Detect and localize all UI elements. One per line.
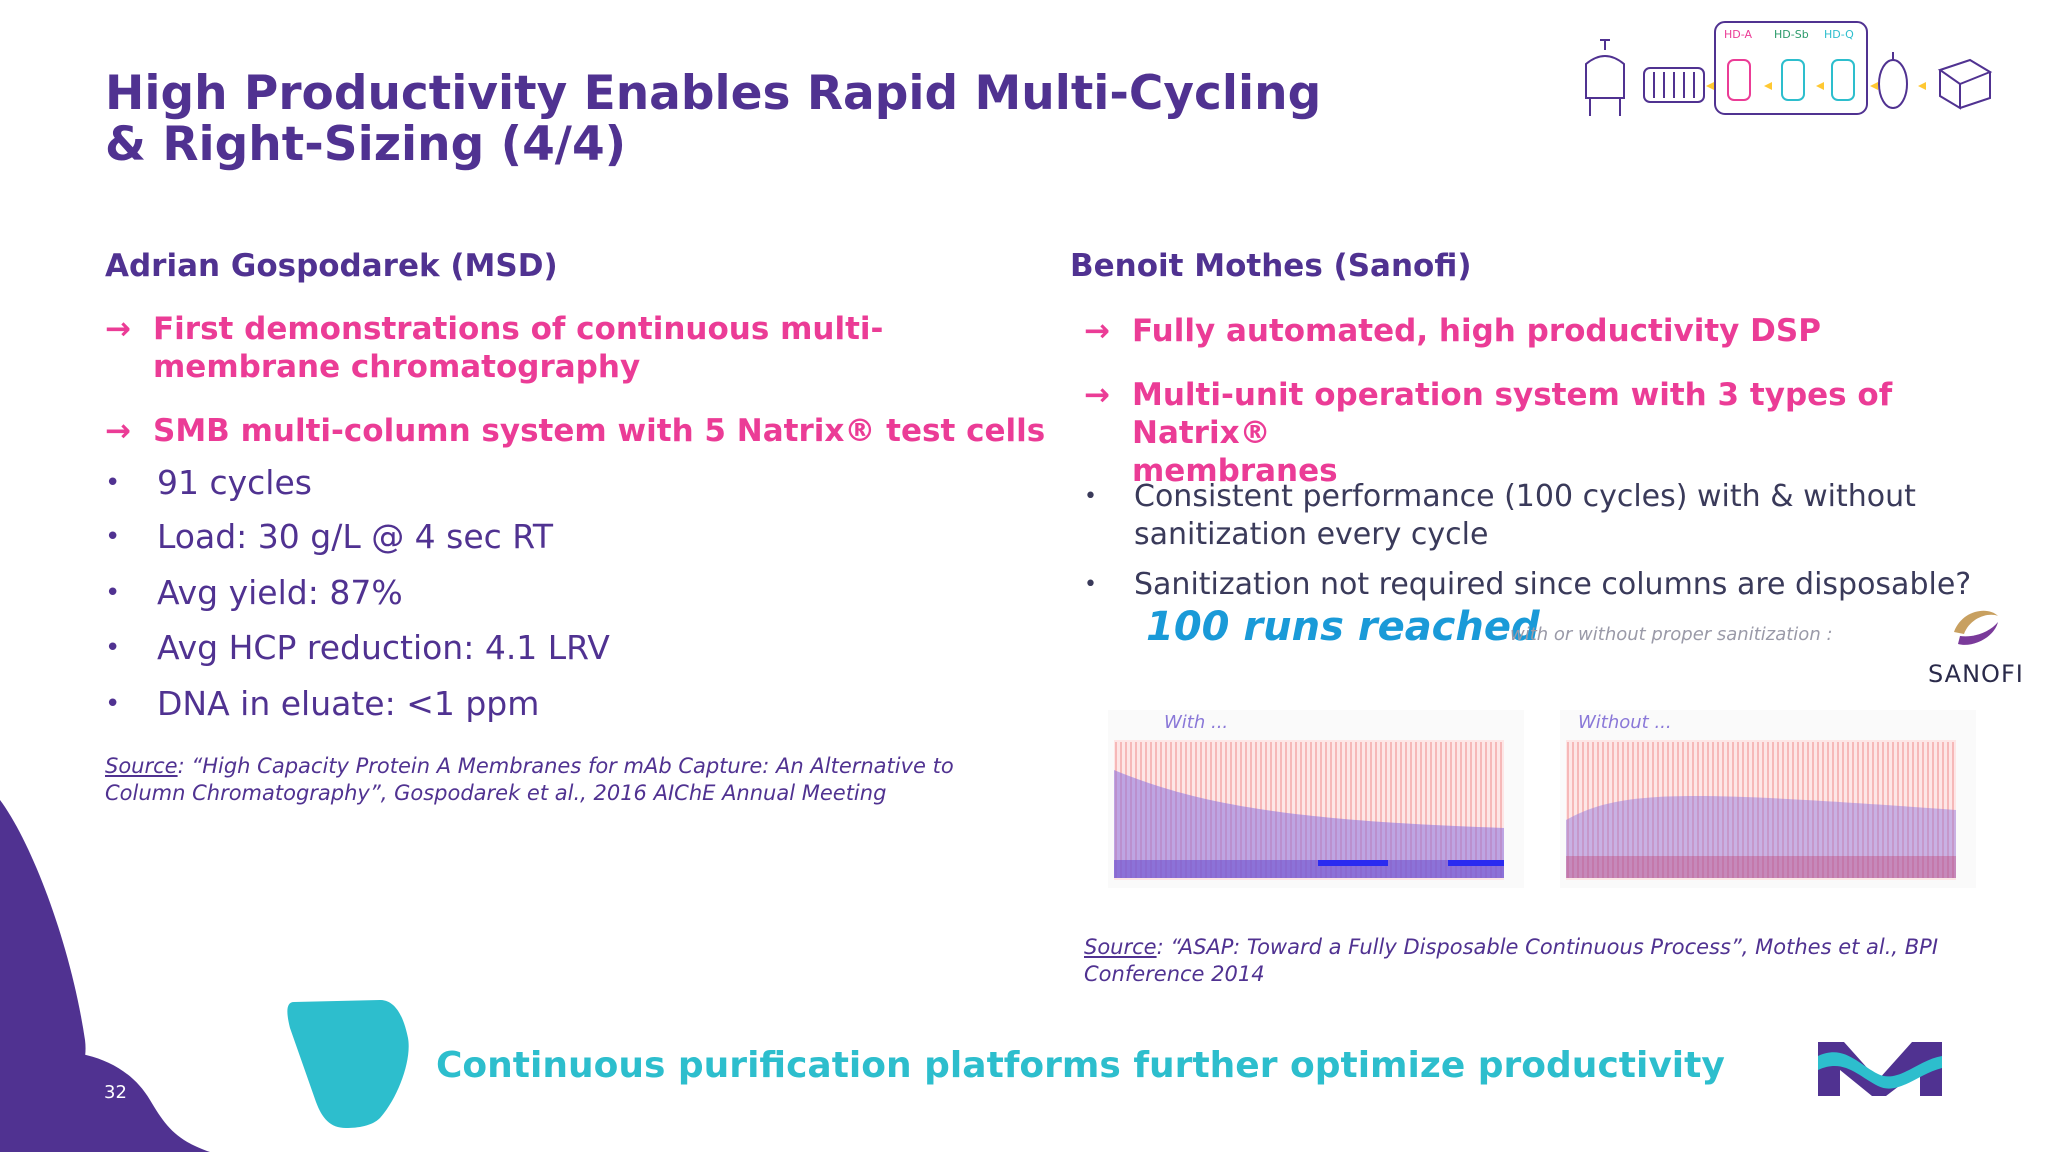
title-line-2: & Right-Sizing (4/4) — [105, 117, 627, 172]
left-corner-shape — [0, 800, 210, 1152]
arrow-text: First demonstrations of continuous multi… — [153, 311, 884, 385]
merck-logo-icon — [1818, 1042, 1942, 1096]
right-source: Source: “ASAP: Toward a Fully Disposable… — [1084, 935, 1939, 986]
right-arrow-item: → Fully automated, high productivity DSP — [1084, 312, 1984, 352]
left-bullet: • DNA in eluate: <1 ppm — [105, 684, 540, 723]
bullet-icon: • — [105, 468, 121, 498]
sanofi-bird-icon — [1954, 610, 1998, 645]
left-arrow-item: → SMB multi-column system with 5 Natrix®… — [105, 412, 1065, 452]
arrow-icon: → — [1084, 313, 1110, 349]
arrow-icon: → — [1084, 377, 1110, 413]
right-bullet: • Consistent performance (100 cycles) wit… — [1084, 479, 1916, 552]
right-bullet: • Sanitization not required since columns… — [1084, 567, 1972, 602]
left-arrow-item: → First demonstrations of continuous mul… — [105, 310, 1005, 390]
left-bullet: • 91 cycles — [105, 463, 312, 502]
arrow-text: SMB multi-column system with 5 Natrix® t… — [153, 413, 1046, 449]
chart-without-label: Without ... — [1578, 712, 1672, 733]
bullet-icon: • — [1084, 572, 1097, 597]
chart-with: With ... — [1108, 710, 1524, 888]
bullet-icon: • — [105, 522, 121, 552]
diagram-label-hd-a: HD-A — [1724, 28, 1752, 41]
arrow-text: Fully automated, high productivity DSP — [1132, 313, 1821, 349]
arrow-text: Multi-unit operation system with 3 types… — [1132, 377, 1893, 489]
left-bullet: • Load: 30 g/L @ 4 sec RT — [105, 517, 553, 556]
arrow-icon: → — [105, 311, 131, 347]
footer-message: Continuous purification platforms furthe… — [436, 1045, 1725, 1086]
left-source: Source: “High Capacity Protein A Membran… — [105, 754, 954, 805]
arrow-icon: → — [105, 413, 131, 449]
chart-without-plot — [1566, 740, 1956, 880]
diagram-label-hd-q: HD-Q — [1824, 28, 1854, 41]
right-heading: Benoit Mothes (Sanofi) — [1070, 248, 1472, 284]
page-number: 32 — [104, 1082, 127, 1103]
chart-without: Without ... — [1560, 710, 1976, 888]
left-bullet: • Avg HCP reduction: 4.1 LRV — [105, 628, 610, 667]
diagram-label-hd-sb: HD-Sb — [1774, 28, 1809, 41]
bullet-icon: • — [105, 633, 121, 663]
right-arrow-item: → Multi-unit operation system with 3 typ… — [1084, 376, 2024, 489]
teal-shape — [287, 1000, 409, 1128]
runs-reached-text: 100 runs reached — [1146, 604, 1540, 650]
bullet-icon: • — [105, 578, 121, 608]
bullet-icon: • — [1084, 484, 1097, 509]
left-bullet: • Avg yield: 87% — [105, 573, 403, 612]
sanofi-logo-text: SANOFI — [1928, 660, 2024, 688]
process-diagram: HD-A HD-Sb HD-Q — [1580, 20, 2000, 120]
slide-title: High Productivity Enables Rapid Multi-Cy… — [105, 68, 1405, 170]
title-line-1: High Productivity Enables Rapid Multi-Cy… — [105, 66, 1322, 121]
chart-with-label: With ... — [1164, 712, 1229, 733]
bullet-icon: • — [105, 689, 121, 719]
left-heading: Adrian Gospodarek (MSD) — [105, 248, 558, 284]
runs-reached-note: with or without proper sanitization : — [1510, 624, 1833, 645]
process-flow-icon — [1585, 21, 1993, 116]
chart-with-plot — [1114, 740, 1504, 880]
